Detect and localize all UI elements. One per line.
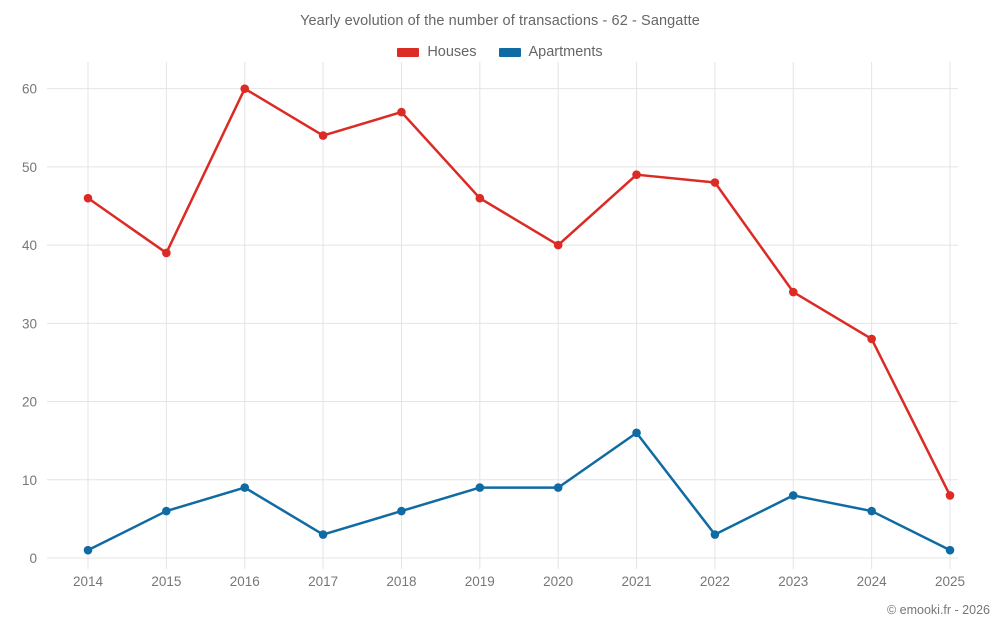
line-swatch-icon-houses	[397, 47, 420, 57]
data-point-houses-2022[interactable]	[710, 178, 720, 187]
x-axis-tick-label: 2023	[778, 574, 808, 589]
x-axis-tick-label: 2022	[700, 574, 730, 589]
y-axis-tick-label: 0	[29, 551, 37, 566]
data-point-houses-2024[interactable]	[867, 334, 876, 344]
data-point-apartments-2022[interactable]	[710, 530, 720, 539]
x-axis-tick-label: 2018	[386, 574, 416, 589]
x-axis-tick-label: 2017	[308, 574, 338, 589]
legend-item-houses[interactable]: Houses	[397, 44, 477, 60]
x-axis-tick-label: 2016	[230, 574, 260, 589]
data-point-apartments-2016[interactable]	[240, 483, 250, 492]
legend-label-apartments: Apartments	[528, 44, 603, 60]
x-axis-tick-label: 2015	[151, 574, 181, 589]
data-point-apartments-2019[interactable]	[475, 483, 485, 492]
chart-title: Yearly evolution of the number of transa…	[300, 13, 700, 29]
x-axis-tick-labels: 2014 2015 2016 2017 2018 2019 2020 2021 2022 2023…	[73, 574, 965, 589]
y-axis-tick-labels: 0 10 20 30 40 50 60	[22, 82, 37, 566]
data-point-houses-2014[interactable]	[83, 193, 93, 203]
data-point-houses-2017[interactable]	[318, 131, 328, 140]
data-point-houses-2018[interactable]	[397, 107, 406, 117]
data-point-houses-2020[interactable]	[553, 240, 563, 250]
data-point-houses-2016[interactable]	[240, 84, 250, 93]
y-axis-tick-label: 50	[22, 160, 37, 175]
data-point-apartments-2020[interactable]	[553, 483, 563, 492]
x-axis-tick-label: 2021	[622, 574, 652, 589]
data-series-layer	[83, 84, 955, 555]
gridlines	[47, 62, 958, 569]
x-axis-tick-label: 2024	[857, 574, 888, 589]
footer-credit: © emooki.fr - 2026	[886, 603, 990, 617]
data-point-apartments-2021[interactable]	[632, 428, 641, 438]
data-point-apartments-2023[interactable]	[788, 491, 798, 500]
data-point-apartments-2015[interactable]	[162, 506, 171, 516]
y-axis-tick-label: 10	[22, 473, 37, 488]
legend-item-apartments[interactable]: Apartments	[498, 44, 603, 60]
y-axis-tick-label: 20	[22, 395, 37, 410]
data-point-houses-2021[interactable]	[632, 170, 641, 179]
data-point-apartments-2014[interactable]	[83, 545, 93, 555]
y-axis-tick-label: 60	[22, 82, 37, 97]
x-axis-tick-label: 2014	[73, 574, 104, 589]
y-axis-tick-label: 30	[22, 316, 37, 331]
x-axis-tick-label: 2025	[935, 574, 965, 589]
data-point-apartments-2025[interactable]	[945, 545, 955, 555]
y-axis-tick-label: 40	[22, 238, 37, 253]
chart-legend: Houses Apartments	[0, 44, 1000, 60]
x-axis-tick-label: 2019	[465, 574, 495, 589]
data-point-apartments-2018[interactable]	[397, 506, 406, 516]
x-axis-tick-label: 2020	[543, 574, 573, 589]
data-point-apartments-2017[interactable]	[318, 530, 328, 539]
data-point-houses-2025[interactable]	[945, 491, 955, 500]
data-point-houses-2015[interactable]	[162, 248, 171, 258]
data-point-houses-2023[interactable]	[788, 287, 798, 297]
legend-label-houses: Houses	[427, 44, 477, 60]
data-point-houses-2019[interactable]	[475, 193, 485, 203]
data-point-apartments-2024[interactable]	[867, 506, 876, 516]
series-line-houses	[86, 87, 952, 497]
series-line-apartments	[86, 431, 952, 552]
line-swatch-icon-apartments	[498, 47, 521, 57]
